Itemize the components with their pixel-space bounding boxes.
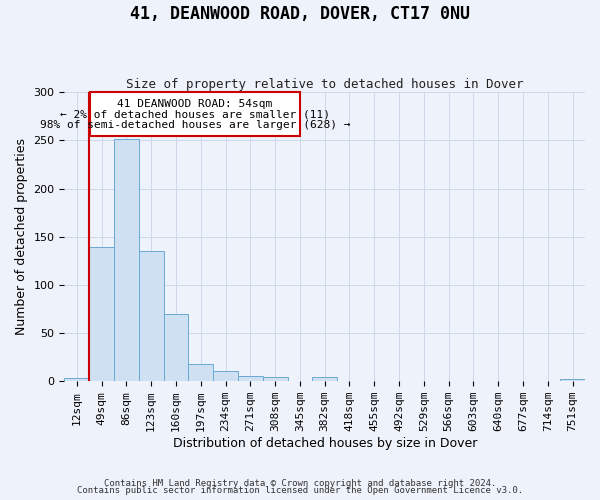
X-axis label: Distribution of detached houses by size in Dover: Distribution of detached houses by size … <box>173 437 477 450</box>
Text: 41, DEANWOOD ROAD, DOVER, CT17 0NU: 41, DEANWOOD ROAD, DOVER, CT17 0NU <box>130 5 470 23</box>
Bar <box>64 378 89 381</box>
Bar <box>89 92 300 136</box>
Text: 98% of semi-detached houses are larger (628) →: 98% of semi-detached houses are larger (… <box>40 120 350 130</box>
Text: 41 DEANWOOD ROAD: 54sqm: 41 DEANWOOD ROAD: 54sqm <box>117 99 272 109</box>
Bar <box>213 370 238 381</box>
Text: Contains HM Land Registry data © Crown copyright and database right 2024.: Contains HM Land Registry data © Crown c… <box>104 478 496 488</box>
Bar <box>313 378 337 381</box>
Text: ← 2% of detached houses are smaller (11): ← 2% of detached houses are smaller (11) <box>60 110 330 120</box>
Bar <box>89 248 114 381</box>
Bar <box>560 380 585 381</box>
Bar <box>238 376 263 381</box>
Bar <box>188 364 213 381</box>
Text: Contains public sector information licensed under the Open Government Licence v3: Contains public sector information licen… <box>77 486 523 495</box>
Y-axis label: Number of detached properties: Number of detached properties <box>15 138 28 335</box>
Bar <box>114 140 139 381</box>
Title: Size of property relative to detached houses in Dover: Size of property relative to detached ho… <box>126 78 523 91</box>
Bar <box>139 251 164 381</box>
Bar <box>164 314 188 381</box>
Bar <box>263 378 287 381</box>
